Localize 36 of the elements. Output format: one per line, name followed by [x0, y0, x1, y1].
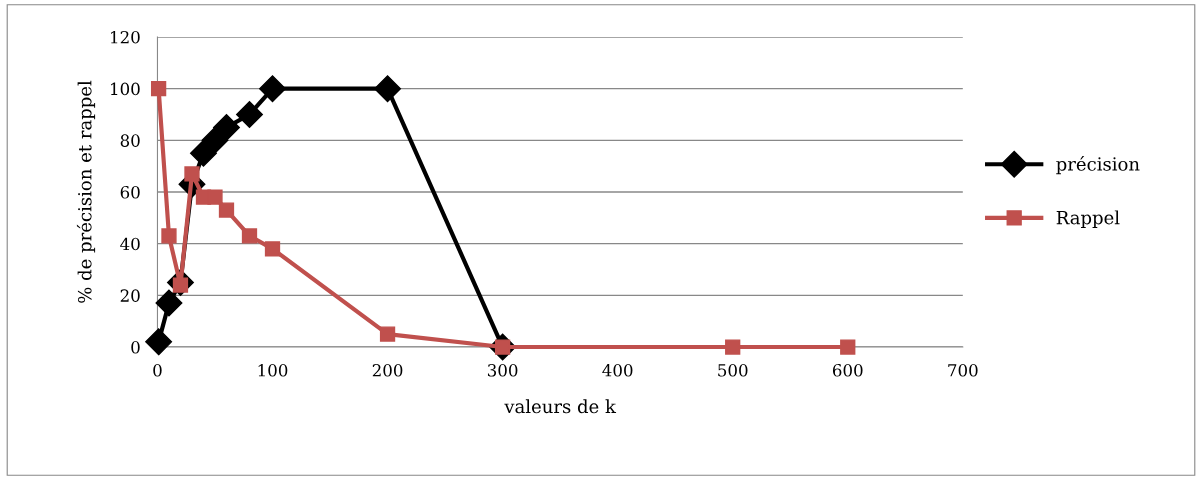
point	[213, 113, 240, 141]
point	[840, 339, 856, 355]
point	[264, 241, 281, 257]
point	[145, 328, 173, 356]
x-tick-label: 700	[948, 364, 978, 377]
x-axis-title: valeurs de k	[504, 399, 617, 414]
x-tick-label: 300	[487, 364, 518, 377]
point	[236, 101, 263, 128]
legend-label: précision	[1056, 156, 1140, 175]
y-axis-title: % de précision et rappel	[76, 80, 96, 303]
point	[155, 289, 183, 317]
y-tick-label: 0	[131, 341, 140, 354]
x-tick-label: 400	[602, 364, 633, 377]
point	[241, 228, 258, 244]
point	[725, 339, 741, 355]
x-tick-label: 500	[718, 364, 748, 377]
y-tick-label: 40	[120, 237, 140, 251]
point	[150, 81, 167, 97]
point	[190, 139, 217, 167]
point	[374, 75, 402, 103]
x-tick-label: 0	[153, 364, 162, 377]
x-tick-label: 100	[258, 364, 288, 377]
point	[379, 326, 396, 342]
y-tick-label: 20	[120, 289, 140, 302]
legend-label: Rappel	[1056, 210, 1120, 228]
y-tick-label: 80	[120, 134, 140, 147]
y-tick-label: 60	[120, 185, 140, 199]
point	[218, 202, 235, 218]
point	[259, 75, 286, 103]
point	[184, 166, 200, 182]
point	[161, 228, 177, 244]
y-tick-label: 120	[111, 30, 140, 44]
x-tick-label: 600	[832, 364, 863, 377]
y-tick-label: 100	[111, 82, 140, 96]
point	[207, 189, 223, 205]
x-tick-label: 200	[372, 364, 403, 377]
